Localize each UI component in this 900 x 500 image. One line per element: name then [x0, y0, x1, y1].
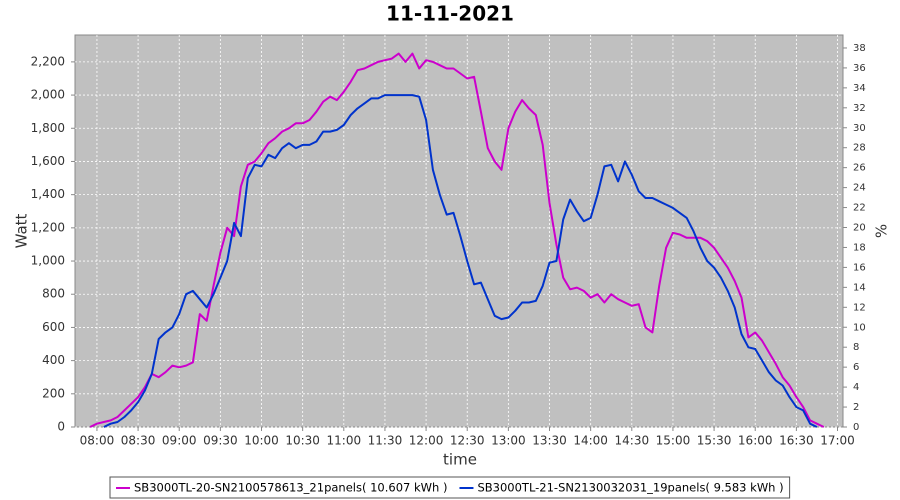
- x-tick-label: 11:30: [368, 434, 403, 448]
- y2-tick-label: 22: [853, 203, 866, 214]
- y2-tick-label: 12: [853, 302, 866, 313]
- y2-tick-label: 4: [853, 382, 859, 393]
- y2-tick-label: 28: [853, 143, 866, 154]
- x-tick-label: 16:00: [738, 434, 773, 448]
- y-tick-label: 1,800: [31, 121, 65, 135]
- y-tick-label: 0: [57, 420, 65, 434]
- x-tick-label: 14:30: [615, 434, 650, 448]
- y2-tick-label: 38: [853, 43, 866, 54]
- x-tick-label: 14:00: [573, 434, 608, 448]
- legend-item: SB3000TL-20-SN2100578613_21panels( 10.60…: [116, 481, 447, 495]
- y2-tick-label: 20: [853, 223, 866, 234]
- y2-axis-title: %: [873, 224, 891, 238]
- y-tick-label: 600: [42, 320, 65, 334]
- y-tick-label: 1,000: [31, 254, 65, 268]
- legend-item: SB3000TL-21-SN2130032031_19panels( 9.583…: [459, 481, 784, 495]
- y2-tick-label: 26: [853, 163, 866, 174]
- y2-tick-label: 14: [853, 282, 866, 293]
- y2-tick-label: 32: [853, 103, 866, 114]
- y2-tick-label: 6: [853, 362, 859, 373]
- y-tick-label: 800: [42, 287, 65, 301]
- y2-tick-label: 10: [853, 322, 866, 333]
- legend: SB3000TL-20-SN2100578613_21panels( 10.60…: [109, 476, 791, 499]
- x-axis-title: time: [443, 451, 477, 469]
- x-tick-label: 09:30: [203, 434, 238, 448]
- x-tick-label: 08:30: [121, 434, 156, 448]
- chart-title: 11-11-2021: [386, 2, 514, 26]
- y2-tick-label: 16: [853, 262, 866, 273]
- x-tick-label: 16:30: [779, 434, 814, 448]
- y2-tick-label: 36: [853, 63, 866, 74]
- x-tick-label: 13:00: [491, 434, 526, 448]
- x-tick-label: 12:00: [409, 434, 444, 448]
- y-axis-title: Watt: [13, 213, 31, 248]
- y-tick-label: 2,200: [31, 54, 65, 68]
- x-tick-label: 13:30: [532, 434, 567, 448]
- series-line: [89, 52, 825, 428]
- legend-label: SB3000TL-21-SN2130032031_19panels( 9.583…: [477, 481, 783, 495]
- x-tick-label: 15:30: [697, 434, 732, 448]
- y2-tick-label: 18: [853, 242, 866, 253]
- y2-tick-label: 34: [853, 83, 866, 94]
- legend-label: SB3000TL-20-SN2100578613_21panels( 10.60…: [134, 481, 447, 495]
- x-tick-label: 11:00: [327, 434, 362, 448]
- y2-tick-label: 2: [853, 402, 859, 413]
- y-tick-label: 200: [42, 386, 65, 400]
- x-tick-label: 12:30: [450, 434, 485, 448]
- x-tick-label: 09:00: [162, 434, 197, 448]
- y-tick-label: 1,200: [31, 220, 65, 234]
- y-tick-label: 1,400: [31, 187, 65, 201]
- y2-tick-label: 24: [853, 183, 866, 194]
- y2-tick-label: 0: [853, 422, 859, 433]
- y2-tick-label: 30: [853, 123, 866, 134]
- x-tick-label: 10:00: [244, 434, 279, 448]
- x-tick-label: 08:00: [80, 434, 115, 448]
- y2-tick-label: 8: [853, 342, 859, 353]
- y-tick-label: 400: [42, 353, 65, 367]
- x-tick-label: 17:00: [820, 434, 855, 448]
- series-line: [103, 94, 818, 428]
- y-tick-label: 1,600: [31, 154, 65, 168]
- legend-box: [109, 476, 791, 499]
- y-tick-label: 2,000: [31, 88, 65, 102]
- x-tick-label: 10:30: [285, 434, 320, 448]
- x-tick-label: 15:00: [656, 434, 691, 448]
